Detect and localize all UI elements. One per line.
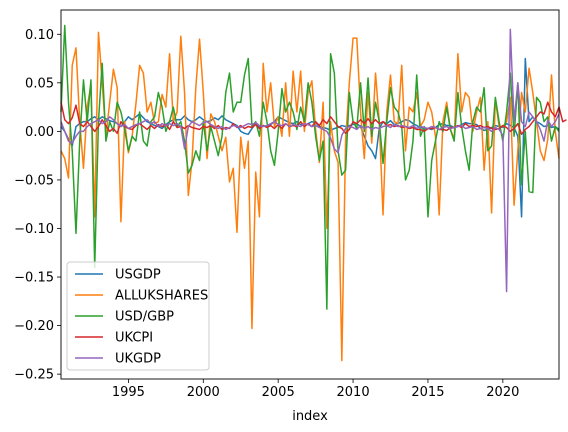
series-line-ukgdp (60, 28, 560, 293)
x-tick-label: 2010 (337, 385, 370, 400)
plot-frame (60, 9, 560, 380)
legend-label: USGDP (115, 268, 161, 283)
series-line-usgdp (60, 57, 560, 218)
legend: USGDP ALLUKSHARES USD/GBP UKCPI UKGDP (66, 261, 210, 371)
legend-label: ALLUKSHARES (115, 289, 208, 304)
series-line-ukcpi (60, 101, 567, 136)
legend-label: USD/GBP (115, 310, 174, 325)
y-tick-label: 0.05 (25, 76, 54, 91)
x-tick-label: 2020 (486, 385, 519, 400)
x-tick-label: 2005 (262, 385, 295, 400)
legend-label: UKGDP (115, 352, 161, 367)
x-tick-label: 2015 (411, 385, 444, 400)
y-tick-label: −0.05 (14, 173, 54, 188)
y-tick-label: 0.00 (25, 125, 54, 140)
y-tick-label: −0.25 (14, 368, 54, 383)
y-tick-label: 0.10 (25, 28, 54, 43)
legend-label: UKCPI (115, 331, 153, 346)
y-tick-label: −0.10 (14, 222, 54, 237)
series-line-allukshares (60, 31, 560, 362)
x-tick-label: 1995 (112, 385, 145, 400)
series-line-usd-gbp (60, 24, 560, 310)
y-tick-label: −0.20 (14, 319, 54, 334)
x-tick-label: 2000 (187, 385, 220, 400)
x-axis-label: index (292, 409, 328, 424)
x-axis: 1995 2000 2005 2010 2015 2020 (112, 379, 519, 400)
series-layer (60, 24, 567, 362)
y-axis: 0.10 0.05 0.00 −0.05 −0.10 −0.15 −0.20 −0.25 (14, 28, 61, 383)
legend-box (66, 261, 210, 371)
y-tick-label: −0.15 (14, 271, 54, 286)
